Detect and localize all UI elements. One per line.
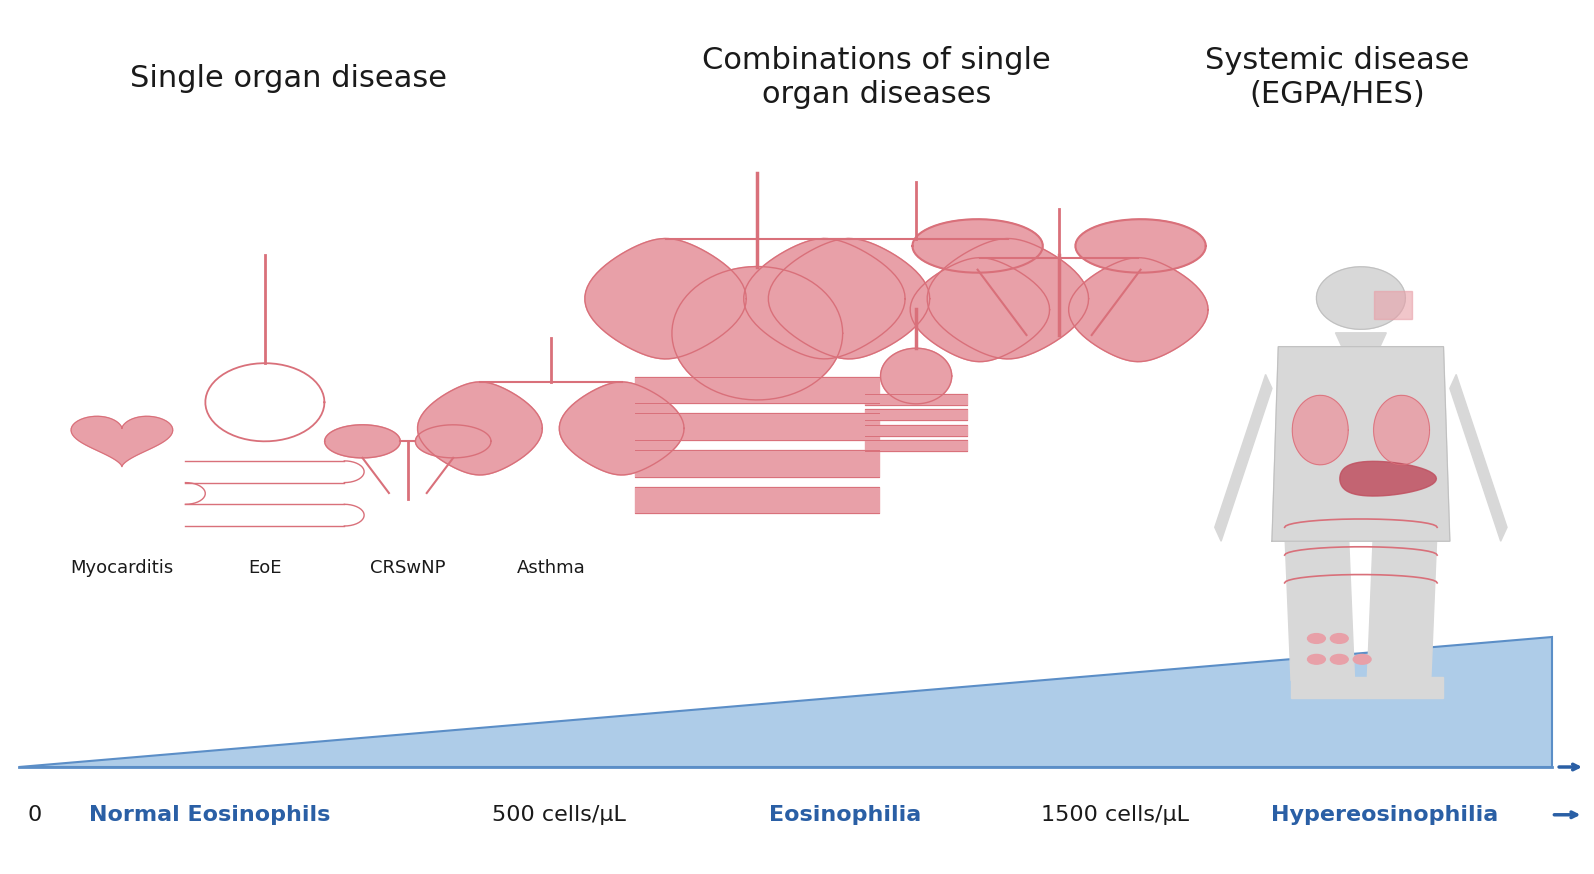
Polygon shape <box>1068 258 1208 362</box>
Text: Eosinophilia: Eosinophilia <box>768 805 921 825</box>
Text: Single organ disease: Single organ disease <box>131 64 448 93</box>
Text: Normal Eosinophils: Normal Eosinophils <box>89 805 330 825</box>
Polygon shape <box>910 258 1049 362</box>
Polygon shape <box>418 382 542 475</box>
Circle shape <box>1331 634 1349 643</box>
Polygon shape <box>1272 347 1451 541</box>
Text: Hypereosinophilia: Hypereosinophilia <box>1270 805 1498 825</box>
Text: Combinations of single
organ diseases: Combinations of single organ diseases <box>701 46 1050 108</box>
Polygon shape <box>673 267 843 400</box>
Polygon shape <box>1368 676 1444 697</box>
Polygon shape <box>928 239 1089 359</box>
Text: CRSwNP: CRSwNP <box>370 558 446 577</box>
Polygon shape <box>912 219 1042 273</box>
Polygon shape <box>585 239 746 359</box>
Polygon shape <box>1374 395 1430 465</box>
Polygon shape <box>768 239 929 359</box>
Text: Asthma: Asthma <box>516 558 585 577</box>
Polygon shape <box>1215 374 1272 541</box>
Text: 500 cells/μL: 500 cells/μL <box>493 805 626 825</box>
Polygon shape <box>1341 461 1436 496</box>
Text: 0: 0 <box>27 805 41 825</box>
Polygon shape <box>744 239 905 359</box>
Polygon shape <box>1076 219 1205 273</box>
Polygon shape <box>1451 374 1506 541</box>
Text: 1500 cells/μL: 1500 cells/μL <box>1041 805 1189 825</box>
Polygon shape <box>1293 395 1349 465</box>
Circle shape <box>1353 655 1371 664</box>
Polygon shape <box>1285 527 1355 680</box>
Text: Myocarditis: Myocarditis <box>70 558 174 577</box>
Polygon shape <box>1374 291 1412 319</box>
Polygon shape <box>559 382 684 475</box>
Polygon shape <box>325 425 400 458</box>
Circle shape <box>1331 655 1349 664</box>
Polygon shape <box>1317 267 1406 329</box>
Polygon shape <box>1291 676 1368 697</box>
Polygon shape <box>19 637 1551 767</box>
Text: EoE: EoE <box>249 558 282 577</box>
Polygon shape <box>1336 333 1387 347</box>
Circle shape <box>1307 634 1325 643</box>
Polygon shape <box>1368 527 1438 680</box>
Text: Systemic disease
(EGPA/HES): Systemic disease (EGPA/HES) <box>1205 46 1470 108</box>
Polygon shape <box>416 425 491 458</box>
Polygon shape <box>880 348 952 404</box>
Circle shape <box>1307 655 1325 664</box>
Polygon shape <box>72 416 172 467</box>
